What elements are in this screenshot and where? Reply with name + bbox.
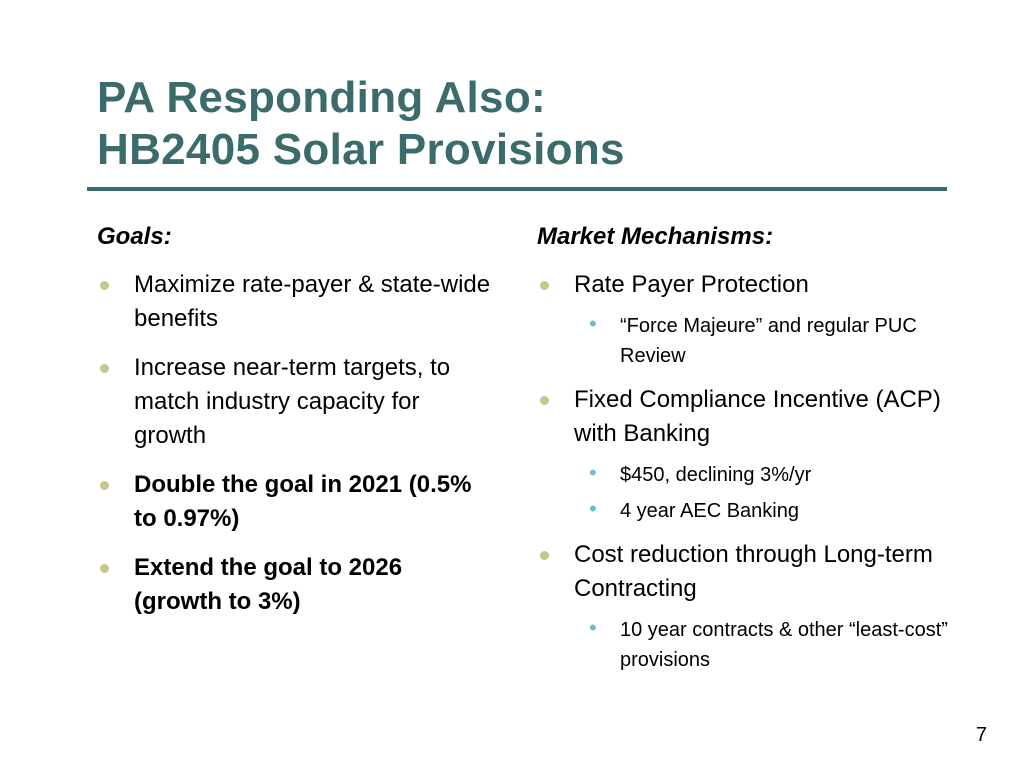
goal-item-text: Double the goal in 2021 (0.5% to 0.97%) xyxy=(134,471,472,532)
title-line-2: HB2405 Solar Provisions xyxy=(97,125,625,174)
mechanism-item-text: Rate Payer Protection xyxy=(574,271,809,298)
bullet-icon xyxy=(100,281,109,290)
market-mechanisms-column: Market Mechanisms: Rate Payer Protection… xyxy=(537,222,957,687)
mechanism-subitem: • 10 year contracts & other “least-cost”… xyxy=(537,615,950,675)
slide-title: PA Responding Also: HB2405 Solar Provisi… xyxy=(97,72,625,176)
sub-bullet-icon: • xyxy=(589,311,597,336)
bullet-icon xyxy=(540,396,549,405)
mechanism-subitem: • 4 year AEC Banking xyxy=(537,496,950,526)
mechanism-subitem-text: “Force Majeure” and regular PUC Review xyxy=(620,315,917,367)
mechanism-item: Fixed Compliance Incentive (ACP) with Ba… xyxy=(537,383,954,451)
goal-item-text: Extend the goal to 2026 (growth to 3%) xyxy=(134,554,403,615)
goal-item: Extend the goal to 2026 (growth to 3%) xyxy=(97,551,474,619)
bullet-icon xyxy=(100,364,109,373)
mechanism-subitem: • “Force Majeure” and regular PUC Review xyxy=(537,311,950,371)
mechanism-subitem-text: 4 year AEC Banking xyxy=(620,500,799,522)
bullet-icon xyxy=(540,281,549,290)
mechanism-item: Rate Payer Protection xyxy=(537,268,954,302)
bullet-icon xyxy=(100,481,109,490)
goals-heading: Goals: xyxy=(97,223,172,250)
mechanism-item: Cost reduction through Long-term Contrac… xyxy=(537,538,954,606)
goal-item-text: Maximize rate-payer & state-wide benefit… xyxy=(134,271,491,332)
goal-item: Double the goal in 2021 (0.5% to 0.97%) xyxy=(97,468,474,536)
goal-item: Increase near-term targets, to match ind… xyxy=(97,351,484,453)
sub-bullet-icon: • xyxy=(589,460,597,485)
mechanism-subitem: • $450, declining 3%/yr xyxy=(537,460,950,490)
bullet-icon xyxy=(540,551,549,560)
mechanism-item-text: Fixed Compliance Incentive (ACP) with Ba… xyxy=(574,386,941,447)
goal-item: Maximize rate-payer & state-wide benefit… xyxy=(97,268,504,336)
goal-item-text: Increase near-term targets, to match ind… xyxy=(134,354,451,449)
mechanism-item-text: Cost reduction through Long-term Contrac… xyxy=(574,541,933,602)
mechanism-subitem-text: $450, declining 3%/yr xyxy=(620,464,812,486)
sub-bullet-icon: • xyxy=(589,496,597,521)
bullet-icon xyxy=(100,564,109,573)
mechanism-subitem-text: 10 year contracts & other “least-cost” p… xyxy=(620,619,948,671)
goals-column: Goals: Maximize rate-payer & state-wide … xyxy=(97,222,517,634)
title-divider xyxy=(87,187,947,191)
sub-bullet-icon: • xyxy=(589,615,597,640)
title-line-1: PA Responding Also: xyxy=(97,73,546,122)
market-heading: Market Mechanisms: xyxy=(537,223,774,250)
page-number: 7 xyxy=(975,724,987,746)
